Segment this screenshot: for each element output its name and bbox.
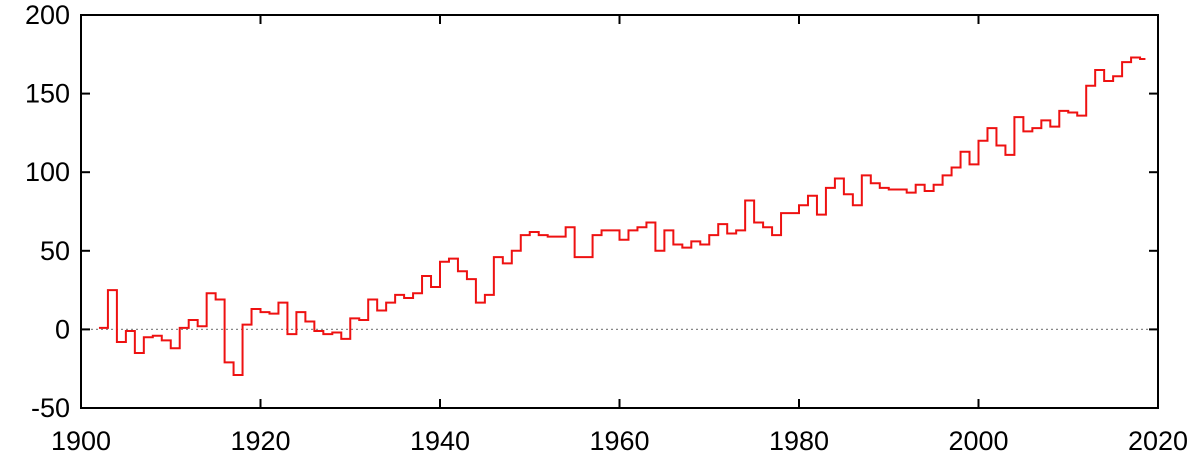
y-tick-label: 0 xyxy=(55,314,70,344)
x-tick-label: 2020 xyxy=(1128,426,1188,456)
x-tick-label: 1900 xyxy=(51,426,111,456)
x-tick-label: 1940 xyxy=(410,426,470,456)
y-tick-label: 50 xyxy=(40,236,70,266)
y-tick-label: 150 xyxy=(25,79,70,109)
y-tick-label: 200 xyxy=(25,0,70,30)
x-tick-label: 2000 xyxy=(948,426,1008,456)
y-tick-label: 100 xyxy=(25,157,70,187)
x-tick-label: 1920 xyxy=(230,426,290,456)
y-tick-label: -50 xyxy=(31,393,70,423)
x-tick-label: 1960 xyxy=(589,426,649,456)
series-layer xyxy=(98,56,1146,376)
tick-label-layer: 1900 1920 1940 1960 1980 2000 2020 200 150 100 50 0… xyxy=(25,0,1188,456)
x-tick-label: 1980 xyxy=(769,426,829,456)
tick-layer xyxy=(80,14,1159,409)
series-step-line xyxy=(98,56,1146,376)
